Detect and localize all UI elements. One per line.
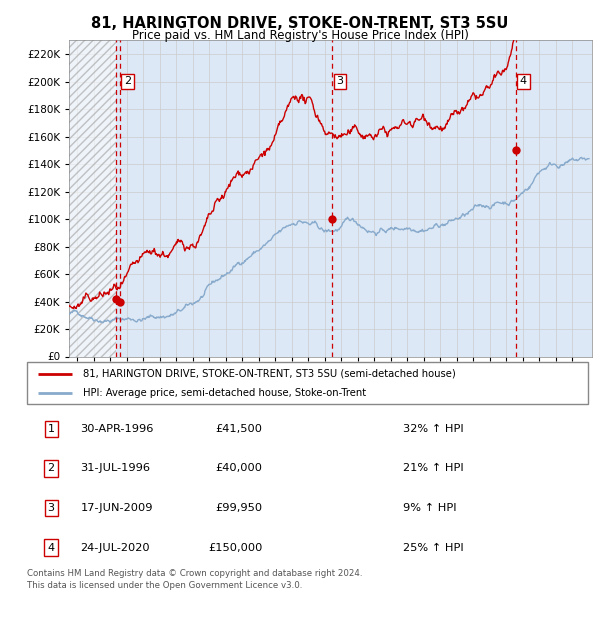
Text: 81, HARINGTON DRIVE, STOKE-ON-TRENT, ST3 5SU: 81, HARINGTON DRIVE, STOKE-ON-TRENT, ST3… [91, 16, 509, 30]
Text: 9% ↑ HPI: 9% ↑ HPI [403, 503, 457, 513]
Text: 17-JUN-2009: 17-JUN-2009 [80, 503, 153, 513]
Text: £41,500: £41,500 [215, 424, 263, 434]
Text: 30-APR-1996: 30-APR-1996 [80, 424, 154, 434]
Bar [69, 40, 116, 356]
Text: Contains HM Land Registry data © Crown copyright and database right 2024.
This d: Contains HM Land Registry data © Crown c… [27, 569, 362, 590]
Text: 25% ↑ HPI: 25% ↑ HPI [403, 542, 464, 552]
Text: Price paid vs. HM Land Registry's House Price Index (HPI): Price paid vs. HM Land Registry's House … [131, 29, 469, 42]
FancyBboxPatch shape [27, 362, 588, 404]
Text: 3: 3 [337, 76, 344, 86]
Text: £150,000: £150,000 [208, 542, 263, 552]
Text: 31-JUL-1996: 31-JUL-1996 [80, 464, 150, 474]
Text: 32% ↑ HPI: 32% ↑ HPI [403, 424, 464, 434]
Text: 21% ↑ HPI: 21% ↑ HPI [403, 464, 464, 474]
Text: HPI: Average price, semi-detached house, Stoke-on-Trent: HPI: Average price, semi-detached house,… [83, 388, 366, 398]
Text: 3: 3 [47, 503, 55, 513]
Text: 4: 4 [520, 76, 527, 86]
Text: 2: 2 [124, 76, 131, 86]
Text: £99,950: £99,950 [215, 503, 263, 513]
Bar [69, 40, 116, 356]
Text: 2: 2 [47, 464, 55, 474]
Text: £40,000: £40,000 [215, 464, 263, 474]
Text: 81, HARINGTON DRIVE, STOKE-ON-TRENT, ST3 5SU (semi-detached house): 81, HARINGTON DRIVE, STOKE-ON-TRENT, ST3… [83, 369, 456, 379]
Text: 24-JUL-2020: 24-JUL-2020 [80, 542, 150, 552]
Text: 1: 1 [47, 424, 55, 434]
Text: 4: 4 [47, 542, 55, 552]
